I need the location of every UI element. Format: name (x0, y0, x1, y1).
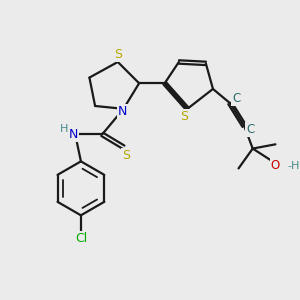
Text: -H: -H (287, 160, 300, 171)
Text: N: N (69, 128, 79, 141)
Text: S: S (122, 148, 130, 162)
Text: Cl: Cl (75, 232, 87, 244)
Text: C: C (232, 92, 240, 105)
Text: S: S (114, 48, 122, 62)
Text: C: C (246, 123, 255, 136)
Text: S: S (181, 110, 189, 123)
Text: N: N (118, 105, 128, 118)
Text: O: O (271, 159, 280, 172)
Text: H: H (60, 124, 69, 134)
